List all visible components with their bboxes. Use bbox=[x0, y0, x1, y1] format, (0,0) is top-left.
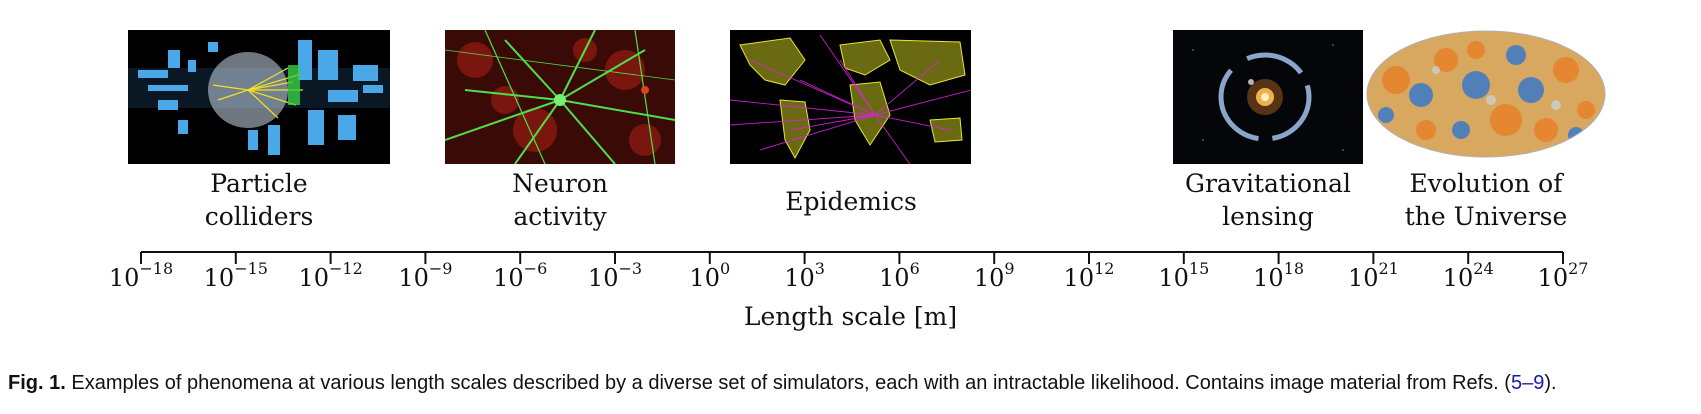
axis-tick-label: 106 bbox=[879, 259, 920, 292]
axis-tick-label: 1027 bbox=[1537, 259, 1589, 292]
tick-label-base: 10 bbox=[587, 264, 619, 292]
length-scale-axis bbox=[140, 251, 1564, 264]
axis-tick-label: 10−6 bbox=[493, 259, 548, 292]
epidemics-line1: Epidemics bbox=[785, 187, 917, 216]
neuron-activity-label: Neuron activity bbox=[462, 167, 658, 233]
caption-refs-link[interactable]: 5–9 bbox=[1510, 372, 1545, 394]
tick-label-exponent: −6 bbox=[523, 259, 548, 278]
tick-label-base: 10 bbox=[879, 264, 910, 292]
tick-label-base: 10 bbox=[398, 264, 429, 292]
tick-label-base: 10 bbox=[1063, 264, 1095, 292]
neuron-activity-line2: activity bbox=[513, 202, 607, 231]
axis-tick-label: 1015 bbox=[1158, 259, 1210, 292]
gravitational-lensing-label: Gravitational lensing bbox=[1163, 167, 1373, 233]
gravitational-lensing-image bbox=[1173, 30, 1363, 164]
tick-label-base: 10 bbox=[108, 264, 140, 292]
evolution-universe-line1: Evolution of bbox=[1409, 169, 1563, 198]
tick-label-exponent: 9 bbox=[1004, 259, 1015, 278]
tick-label-base: 10 bbox=[1347, 264, 1379, 292]
tick-label-exponent: 3 bbox=[814, 259, 825, 278]
axis-title: Length scale [m] bbox=[743, 302, 958, 331]
axis-tick-label: 1021 bbox=[1347, 259, 1399, 292]
axis-tick-label: 100 bbox=[689, 259, 731, 292]
tick-label-exponent: 12 bbox=[1094, 259, 1115, 278]
axis-tick-label: 1024 bbox=[1442, 259, 1494, 292]
axis-tick-label: 10−9 bbox=[398, 259, 453, 292]
neuron-activity-line1: Neuron bbox=[512, 169, 608, 198]
tick-label-base: 10 bbox=[203, 264, 235, 292]
tick-label-exponent: −12 bbox=[328, 259, 363, 278]
caption-label: Fig. 1. bbox=[8, 372, 66, 394]
neuron-activity-image bbox=[445, 30, 675, 164]
tick-label-exponent: 24 bbox=[1473, 259, 1494, 278]
tick-label-exponent: 18 bbox=[1283, 259, 1305, 278]
tick-label-exponent: −18 bbox=[139, 259, 174, 278]
tick-label-base: 10 bbox=[1158, 264, 1189, 292]
tick-label-base: 10 bbox=[784, 264, 815, 292]
evolution-universe-line2: the Universe bbox=[1404, 202, 1568, 231]
cosmic-microwave-background-image bbox=[1366, 30, 1606, 158]
axis-tick-label: 10−15 bbox=[203, 259, 268, 292]
axis-tick-label: 10−18 bbox=[108, 259, 174, 292]
axis-tick-label: 10−3 bbox=[587, 259, 643, 292]
tick-label-base: 10 bbox=[1537, 264, 1569, 292]
tick-label-exponent: 6 bbox=[909, 259, 920, 278]
evolution-universe-label: Evolution of the Universe bbox=[1371, 167, 1601, 233]
epidemics-label: Epidemics bbox=[740, 185, 962, 218]
caption-end: ). bbox=[1544, 372, 1557, 394]
caption-text: Examples of phenomena at various length … bbox=[71, 372, 1511, 394]
tick-label-exponent: 15 bbox=[1188, 259, 1210, 278]
particle-collider-image bbox=[128, 30, 390, 164]
particle-colliders-line1: Particle bbox=[210, 169, 308, 198]
tick-label-base: 10 bbox=[1253, 264, 1284, 292]
axis-tick-label: 10−12 bbox=[298, 259, 363, 292]
tick-label-exponent: −15 bbox=[234, 259, 268, 278]
tick-label-exponent: 27 bbox=[1568, 259, 1589, 278]
figure-caption: Fig. 1. Examples of phenomena at various… bbox=[8, 372, 1698, 395]
tick-label-base: 10 bbox=[493, 264, 524, 292]
tick-label-exponent: −9 bbox=[428, 259, 453, 278]
particle-colliders-label: Particle colliders bbox=[164, 167, 354, 233]
gravitational-lensing-line1: Gravitational bbox=[1185, 169, 1351, 198]
axis-tick-label: 1018 bbox=[1253, 259, 1305, 292]
axis-tick-label: 1012 bbox=[1063, 259, 1115, 292]
tick-label-base: 10 bbox=[1442, 264, 1474, 292]
epidemics-map-image bbox=[730, 30, 971, 164]
axis-tick-label: 103 bbox=[784, 259, 825, 292]
tick-label-exponent: 21 bbox=[1378, 259, 1399, 278]
tick-label-exponent: −3 bbox=[618, 259, 643, 278]
tick-label-base: 10 bbox=[973, 264, 1005, 292]
particle-colliders-line2: colliders bbox=[204, 202, 314, 231]
gravitational-lensing-line2: lensing bbox=[1222, 202, 1314, 231]
axis-ticks bbox=[140, 252, 1564, 264]
tick-label-base: 10 bbox=[689, 264, 720, 292]
axis-tick-label: 109 bbox=[973, 259, 1015, 292]
tick-label-base: 10 bbox=[298, 264, 329, 292]
tick-label-exponent: 0 bbox=[719, 259, 731, 278]
